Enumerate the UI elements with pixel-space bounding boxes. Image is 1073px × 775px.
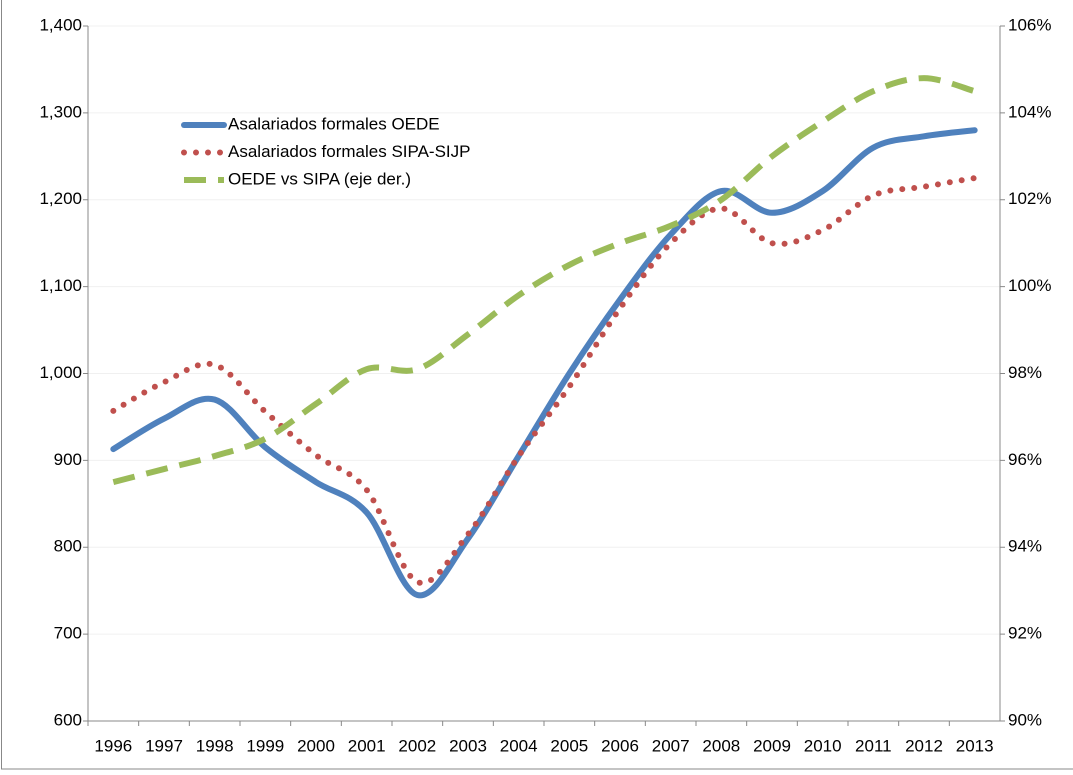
- x-tick-label: 2005: [550, 736, 588, 755]
- y2-tick-label: 100%: [1008, 276, 1051, 295]
- legend-label: Asalariados formales SIPA-SIJP: [228, 142, 471, 161]
- x-tick-label: 1997: [145, 736, 183, 755]
- y-tick-label: 800: [54, 537, 82, 556]
- x-tick-label: 2010: [804, 736, 842, 755]
- y2-tick-label: 106%: [1008, 15, 1051, 34]
- y2-tick-label: 98%: [1008, 363, 1042, 382]
- y-tick-label: 1,300: [39, 102, 82, 121]
- x-tick-label: 2000: [297, 736, 335, 755]
- x-tick-label: 2009: [753, 736, 791, 755]
- x-tick-label: 2006: [601, 736, 639, 755]
- y2-tick-label: 90%: [1008, 710, 1042, 729]
- x-tick-label: 2001: [348, 736, 386, 755]
- y-tick-label: 1,200: [39, 189, 82, 208]
- y-tick-label: 700: [54, 624, 82, 643]
- x-tick-label: 2007: [652, 736, 690, 755]
- x-tick-label: 1996: [94, 736, 132, 755]
- legend-label: OEDE vs SIPA (eje der.): [228, 169, 411, 188]
- legend-label: Asalariados formales OEDE: [228, 114, 440, 133]
- y2-tick-label: 102%: [1008, 189, 1051, 208]
- x-tick-label: 1999: [246, 736, 284, 755]
- y2-tick-label: 96%: [1008, 450, 1042, 469]
- y-tick-label: 1,100: [39, 276, 82, 295]
- y-tick-label: 600: [54, 710, 82, 729]
- x-tick-label: 1998: [196, 736, 234, 755]
- y-tick-label: 900: [54, 450, 82, 469]
- y-tick-label: 1,000: [39, 363, 82, 382]
- line-series: [112, 75, 976, 485]
- y-tick-label: 1,400: [39, 15, 82, 34]
- x-tick-label: 2011: [855, 736, 892, 755]
- line-series: [110, 175, 978, 586]
- x-tick-label: 2004: [500, 736, 538, 755]
- x-tick-label: 2008: [702, 736, 740, 755]
- y2-tick-label: 104%: [1008, 102, 1051, 121]
- x-tick-label: 2012: [905, 736, 943, 755]
- x-tick-label: 2013: [956, 736, 994, 755]
- y2-tick-label: 94%: [1008, 537, 1042, 556]
- x-tick-label: 2003: [449, 736, 487, 755]
- y2-tick-label: 92%: [1008, 624, 1042, 643]
- line-series: [110, 127, 978, 599]
- x-tick-label: 2002: [398, 736, 436, 755]
